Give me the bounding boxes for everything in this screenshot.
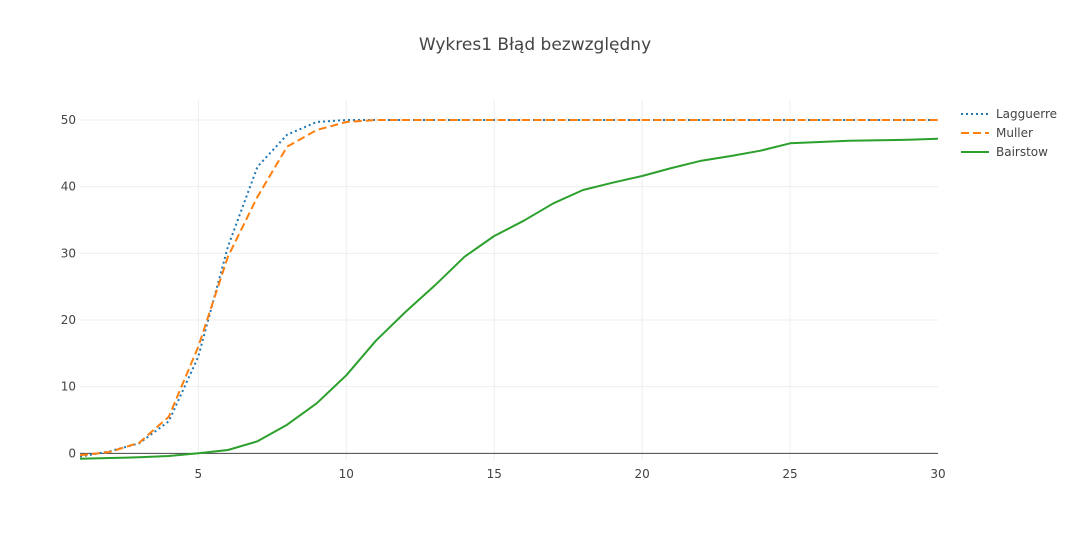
legend-label: Muller (996, 126, 1033, 140)
x-tick-label: 10 (339, 467, 354, 481)
y-tick-label: 50 (61, 113, 76, 127)
legend-item-muller[interactable]: Muller (961, 126, 1033, 140)
chart-title: Wykres1 Błąd bezwzględny (419, 35, 651, 55)
series-line-bairstow[interactable] (79, 137, 939, 460)
legend-item-lagguerre[interactable]: Lagguerre (961, 107, 1057, 121)
y-tick-label: 20 (61, 313, 76, 327)
legend[interactable]: Lagguerre Muller Bairstow (961, 107, 1057, 159)
series-line-lagguerre[interactable] (79, 119, 938, 458)
x-tick-label: 30 (930, 467, 945, 481)
x-tick-label: 25 (782, 467, 797, 481)
legend-label: Lagguerre (996, 107, 1057, 121)
legend-item-bairstow[interactable]: Bairstow (961, 145, 1048, 159)
series-line-muller[interactable] (79, 119, 938, 457)
x-tick-label: 5 (195, 467, 203, 481)
legend-label: Bairstow (996, 145, 1048, 159)
y-tick-label: 40 (61, 180, 76, 194)
x-tick-label: 20 (634, 467, 649, 481)
y-tick-label: 0 (68, 446, 76, 460)
series-lines (79, 119, 939, 460)
grid-lines (80, 100, 938, 460)
x-tick-label: 15 (487, 467, 502, 481)
y-tick-label: 10 (61, 380, 76, 394)
x-axis-ticks: 5 10 15 20 25 30 (195, 467, 946, 481)
y-axis-ticks: 0 10 20 30 40 50 (61, 113, 76, 460)
y-tick-label: 30 (61, 246, 76, 260)
